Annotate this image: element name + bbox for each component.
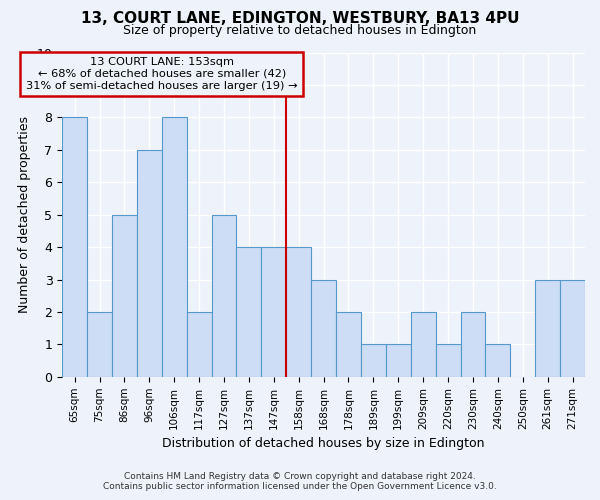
- Bar: [361, 344, 386, 377]
- Bar: [461, 312, 485, 377]
- X-axis label: Distribution of detached houses by size in Edington: Distribution of detached houses by size …: [163, 437, 485, 450]
- Bar: [112, 214, 137, 377]
- Bar: [336, 312, 361, 377]
- Bar: [386, 344, 411, 377]
- Bar: [87, 312, 112, 377]
- Bar: [262, 247, 286, 377]
- Bar: [62, 118, 87, 377]
- Bar: [485, 344, 511, 377]
- Y-axis label: Number of detached properties: Number of detached properties: [18, 116, 31, 313]
- Text: Size of property relative to detached houses in Edington: Size of property relative to detached ho…: [124, 24, 476, 37]
- Bar: [286, 247, 311, 377]
- Bar: [411, 312, 436, 377]
- Text: Contains HM Land Registry data © Crown copyright and database right 2024.
Contai: Contains HM Land Registry data © Crown c…: [103, 472, 497, 491]
- Bar: [236, 247, 262, 377]
- Bar: [535, 280, 560, 377]
- Bar: [212, 214, 236, 377]
- Text: 13, COURT LANE, EDINGTON, WESTBURY, BA13 4PU: 13, COURT LANE, EDINGTON, WESTBURY, BA13…: [81, 11, 519, 26]
- Bar: [560, 280, 585, 377]
- Bar: [187, 312, 212, 377]
- Text: 13 COURT LANE: 153sqm
← 68% of detached houses are smaller (42)
31% of semi-deta: 13 COURT LANE: 153sqm ← 68% of detached …: [26, 58, 298, 90]
- Bar: [137, 150, 162, 377]
- Bar: [162, 118, 187, 377]
- Bar: [311, 280, 336, 377]
- Bar: [436, 344, 461, 377]
